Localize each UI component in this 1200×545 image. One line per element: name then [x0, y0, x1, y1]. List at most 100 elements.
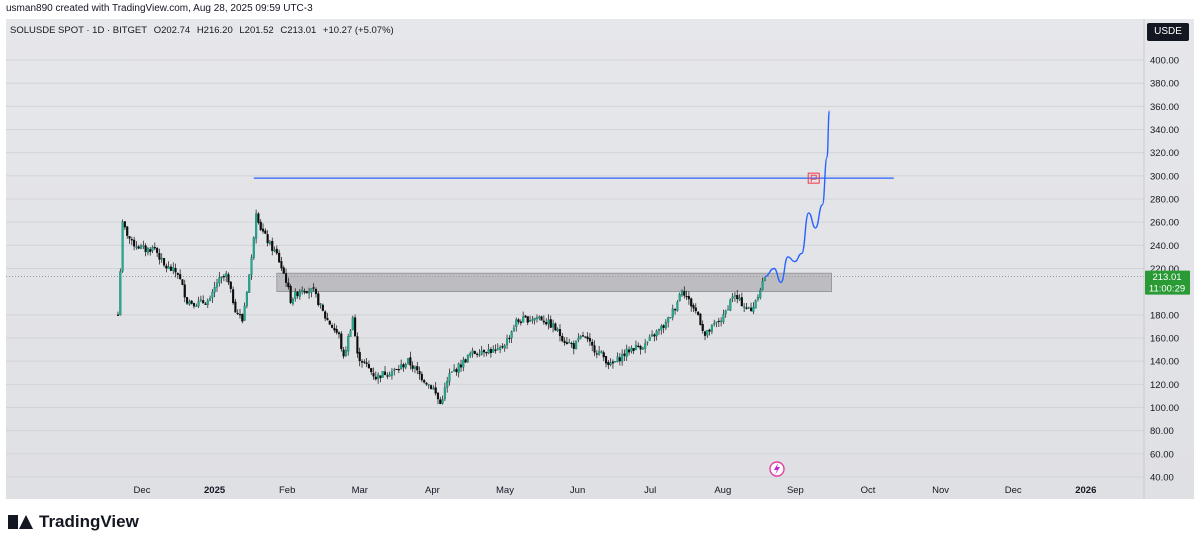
- candle-body: [554, 323, 557, 331]
- candle-body: [581, 335, 585, 337]
- candle-body: [533, 317, 536, 321]
- chart-pane[interactable]: [6, 19, 1194, 499]
- candle-body: [680, 290, 684, 296]
- candle-body: [736, 295, 739, 300]
- price-axis: 40.00 60.00 80.00 100.00 120.00 140.00 160.00 1…: [1150, 56, 1179, 484]
- candle-body: [756, 297, 760, 300]
- candle-body: [393, 369, 396, 371]
- candle-body: [317, 293, 320, 306]
- candle-body: [469, 353, 472, 356]
- candle-body: [703, 331, 707, 336]
- candle-body: [190, 300, 193, 304]
- candle-body: [209, 297, 212, 301]
- candle-body: [273, 249, 276, 252]
- candle-body: [358, 352, 361, 362]
- candle-body: [503, 345, 506, 349]
- y-tick-label: 80.00: [1150, 426, 1174, 437]
- event-marker: [769, 461, 785, 477]
- candle-body: [738, 297, 741, 300]
- candle-body: [648, 336, 651, 341]
- candle-body: [482, 349, 486, 353]
- candle-body: [199, 299, 202, 301]
- y-tick-label: 240.00: [1150, 241, 1179, 252]
- candle-body: [370, 368, 373, 373]
- candle-body: [314, 289, 318, 295]
- chart-credit: usman890 created with TradingView.com, A…: [6, 3, 313, 14]
- y-tick-label: 400.00: [1150, 56, 1179, 67]
- candle-body: [621, 354, 624, 362]
- candle-body: [651, 334, 654, 337]
- y-tick-label: 220.00: [1150, 264, 1179, 275]
- candle-body: [759, 290, 762, 298]
- candle-body: [128, 236, 131, 239]
- candle-body: [116, 314, 120, 316]
- candle-body: [241, 314, 244, 322]
- candle-body: [653, 334, 656, 337]
- candle-body: [538, 316, 541, 319]
- candle-body: [404, 363, 407, 368]
- candle-body: [425, 382, 428, 385]
- candle-body: [639, 346, 642, 350]
- candle-body: [630, 347, 633, 352]
- candle-body: [487, 349, 490, 354]
- candle-body: [342, 349, 345, 357]
- candle-body: [577, 337, 580, 341]
- candle-body: [146, 248, 149, 253]
- candle-body: [335, 329, 338, 333]
- candle-body: [473, 350, 476, 354]
- candle-body: [740, 297, 743, 307]
- candle-body: [517, 319, 520, 322]
- candle-body: [236, 312, 239, 315]
- candle-body: [607, 362, 610, 366]
- candle-body: [365, 362, 368, 364]
- candle-body: [211, 291, 214, 298]
- candle-body: [722, 314, 725, 323]
- currency-button[interactable]: USDE: [1147, 23, 1189, 41]
- candle-body: [637, 345, 640, 348]
- candle-body: [545, 322, 548, 325]
- candle-body: [466, 354, 469, 362]
- candle-body: [252, 237, 255, 258]
- candle-body: [294, 291, 297, 299]
- y-tick-label: 340.00: [1150, 125, 1179, 136]
- y-tick-label: 380.00: [1150, 79, 1179, 90]
- candle-body: [386, 375, 389, 377]
- candle-body: [259, 221, 262, 230]
- candle-body: [660, 326, 663, 331]
- candle-body: [579, 336, 582, 339]
- candle-body: [570, 343, 573, 345]
- candle-body: [593, 345, 596, 353]
- candle-body: [432, 388, 435, 390]
- candle-body: [266, 234, 269, 244]
- symbol-legend[interactable]: SOLUSDE SPOT · 1D · BITGET O202.74 H216.…: [10, 25, 398, 36]
- candle-body: [733, 295, 736, 297]
- candle-body: [662, 325, 665, 328]
- time-axis: Dec 2025 Feb Mar Apr May Jun Jul Aug Sep Oct Nov Dec…: [134, 485, 1097, 496]
- candle-body: [416, 366, 419, 371]
- candle-body: [611, 361, 614, 364]
- candle-body: [248, 274, 251, 293]
- projection-path: [764, 110, 831, 284]
- candle-body: [321, 304, 324, 311]
- candle-body: [436, 392, 440, 400]
- candle-body: [664, 322, 667, 329]
- candle-body: [568, 342, 571, 344]
- candle-body: [218, 277, 221, 284]
- candle-body: [763, 277, 766, 282]
- candle-body: [123, 221, 126, 228]
- x-tick-label: 2025: [204, 485, 226, 496]
- candle-body: [119, 271, 122, 316]
- candle-body: [174, 268, 177, 273]
- candle-body: [360, 361, 364, 363]
- x-tick-label: Nov: [932, 485, 949, 496]
- tradingview-logo[interactable]: TradingView: [8, 512, 139, 532]
- candle-body: [641, 347, 644, 350]
- candle-body: [268, 241, 271, 244]
- candle-body: [188, 301, 191, 305]
- candle-body: [524, 315, 527, 318]
- candle-body: [512, 327, 515, 332]
- candle-body: [515, 319, 518, 328]
- low-value: L201.52: [239, 25, 274, 36]
